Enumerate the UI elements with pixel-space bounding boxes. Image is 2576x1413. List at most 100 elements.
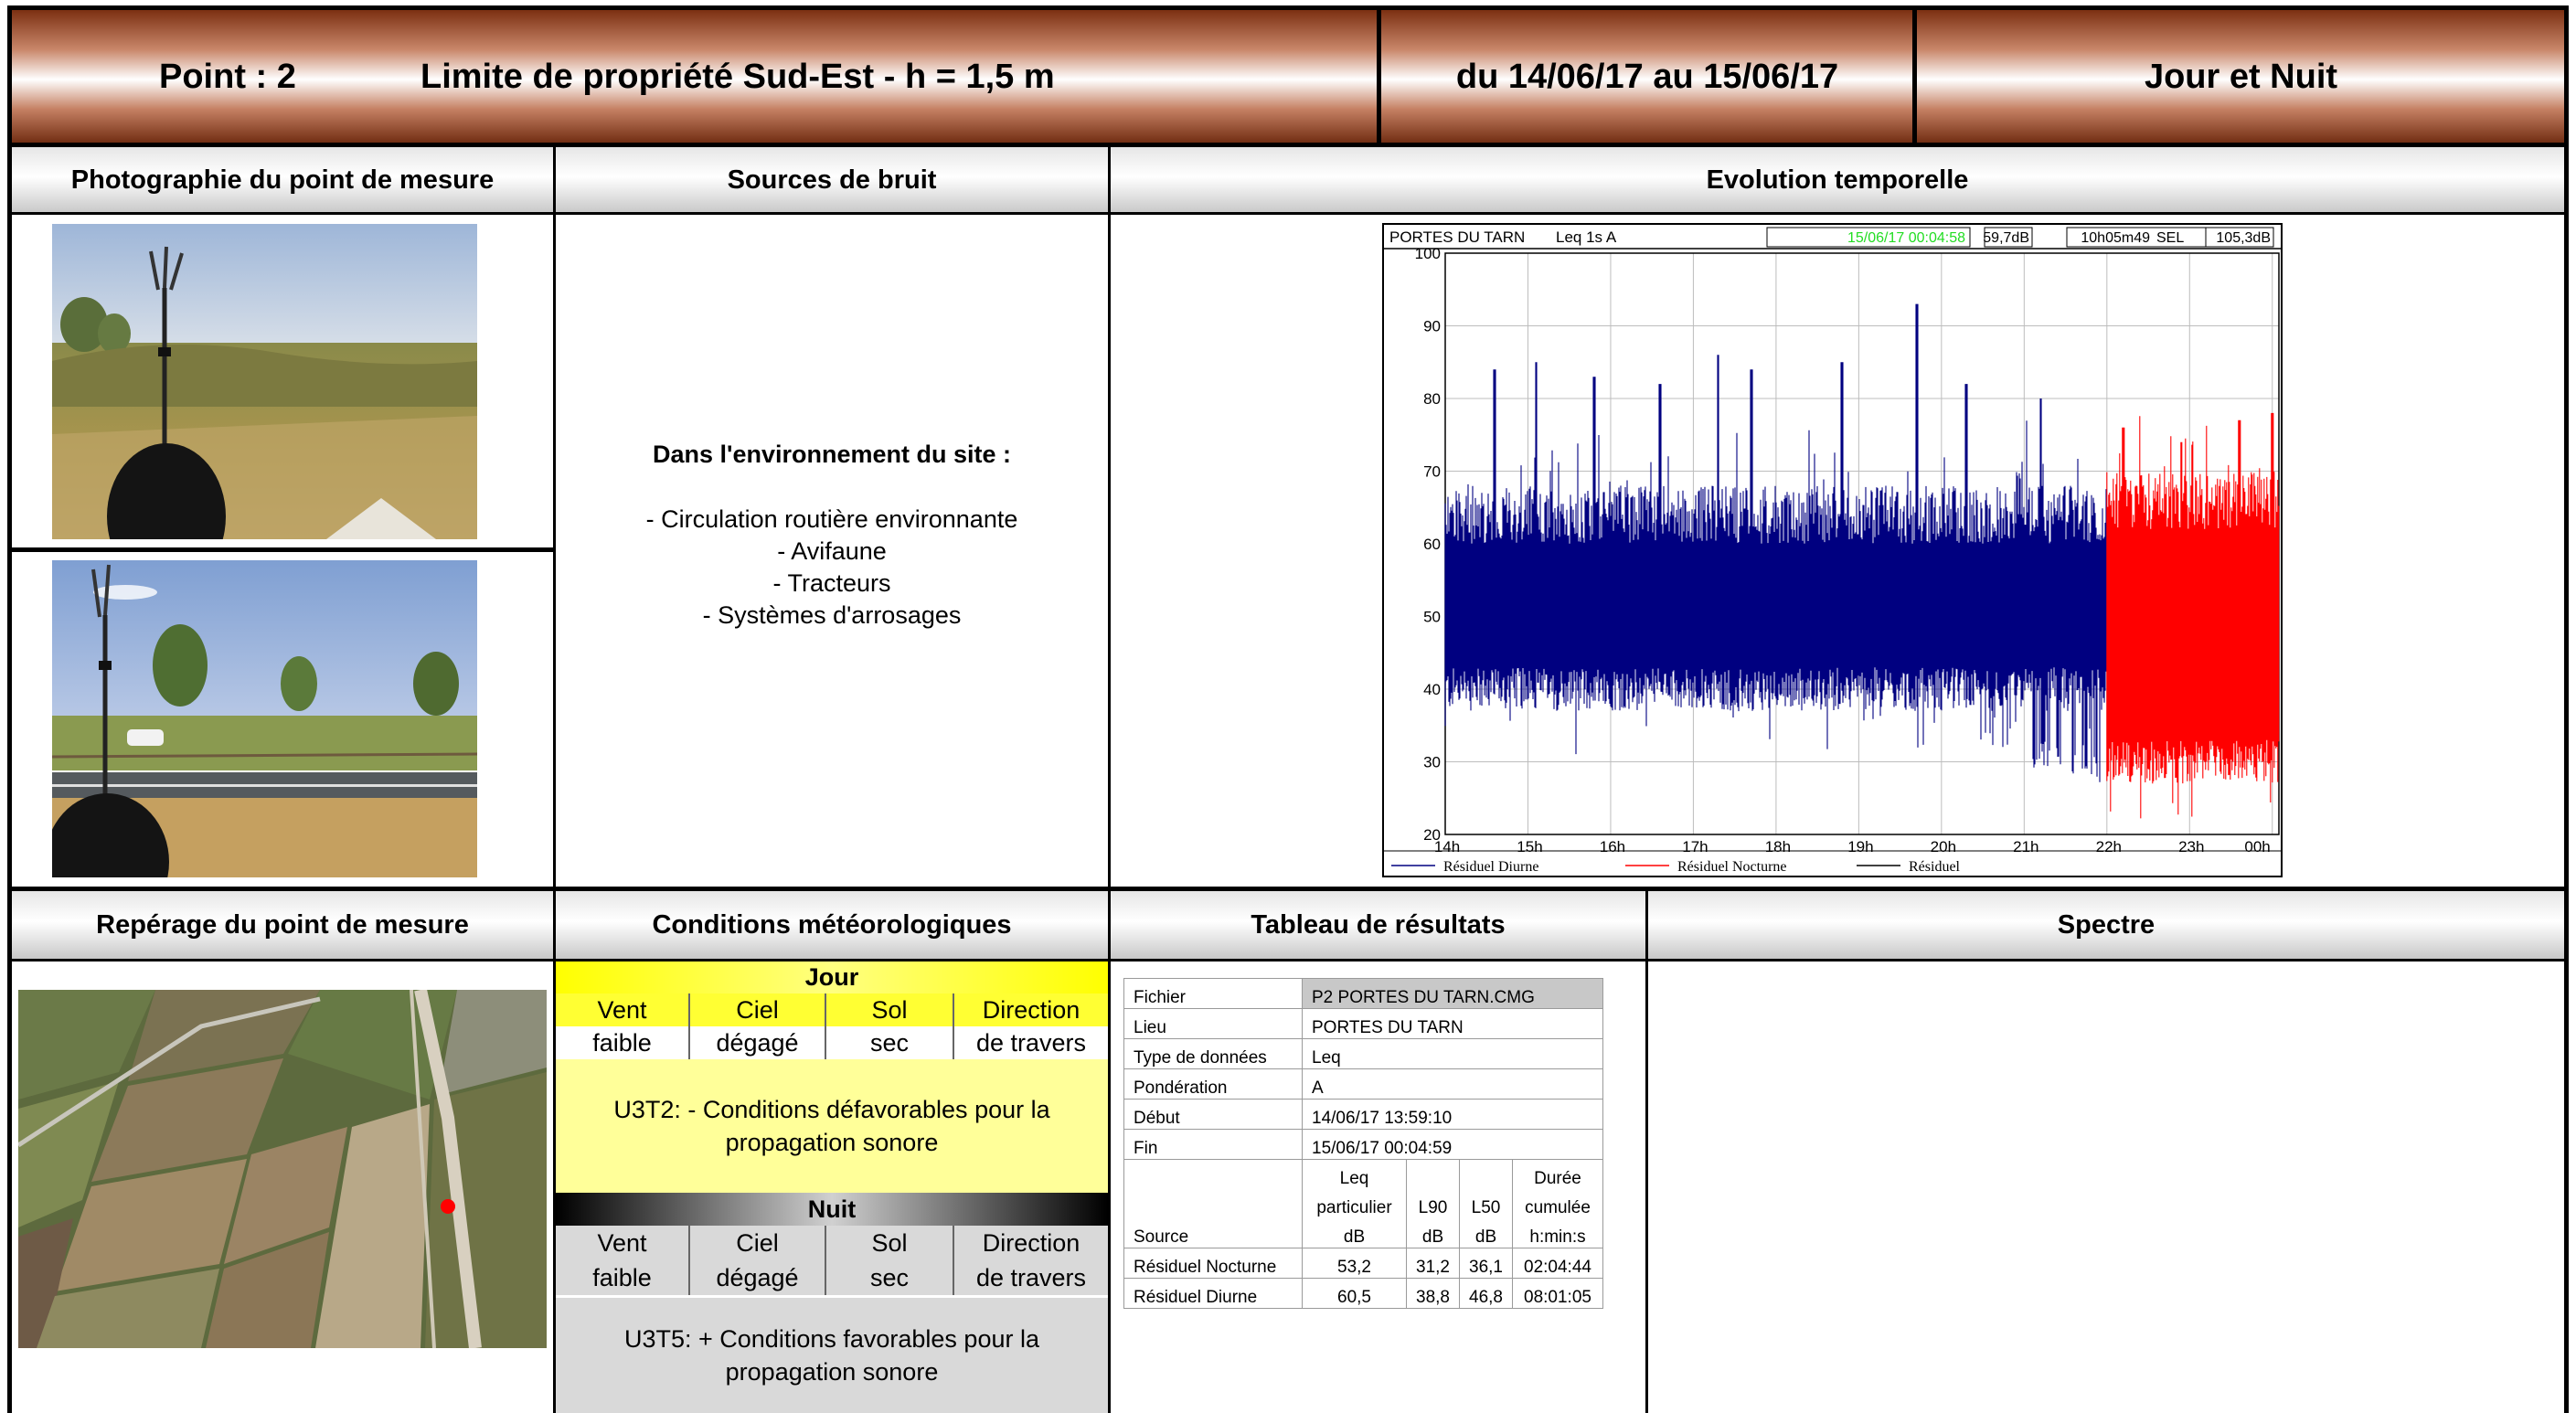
section-location-label: Repérage du point de mesure	[96, 909, 469, 940]
point-label: Point : 2	[159, 57, 296, 96]
results-header-l50-2: dB	[1459, 1218, 1513, 1248]
meteo-day-wind-value: faible	[556, 1026, 690, 1059]
results-file-row: Fichier P2 PORTES DU TARN.CMG	[1123, 978, 1603, 1009]
period-text: du 14/06/17 au 15/06/17	[1455, 57, 1839, 96]
results-header-leq-2: particulier	[1302, 1189, 1407, 1218]
site-photo-1	[52, 224, 477, 539]
site-photo-2	[52, 560, 477, 877]
meteo-day-condition: U3T2: - Conditions défavorables pour la …	[556, 1059, 1108, 1193]
meteo-night-condition: U3T5: + Conditions favorables pour la pr…	[556, 1298, 1108, 1413]
results-header-row-1: Leq Durée	[1123, 1159, 1603, 1189]
meteo-night-header-row: Vent Ciel Sol Direction	[556, 1226, 1108, 1260]
results-header-l50-blank	[1459, 1159, 1513, 1189]
evolution-chart-svg: PORTES DU TARN Leq 1s A 15/06/17 00:04:58 5…	[1382, 223, 2283, 877]
results-header-l90-2: dB	[1406, 1218, 1460, 1248]
series-line-residuel-nocturne	[2106, 412, 2280, 819]
header-divider-1	[1377, 5, 1381, 146]
frame-left	[7, 5, 12, 1413]
y-tick-label: 40	[1423, 681, 1441, 698]
row2-header-bottom-line	[7, 959, 2569, 961]
evolution-chart: PORTES DU TARN Leq 1s A 15/06/17 00:04:58 5…	[1382, 223, 2283, 877]
x-tick-label: 21h	[2013, 838, 2038, 855]
meteo-day-header-row: Vent Ciel Sol Direction	[556, 993, 1108, 1026]
meteo-day-direction-value: de travers	[975, 1028, 1087, 1057]
meteo-day-values-row: faible dégagé sec de travers	[556, 1026, 1108, 1059]
point-location: Limite de propriété Sud-Est - h = 1,5 m	[420, 57, 1055, 96]
section-sources-label: Sources de bruit	[727, 165, 937, 195]
y-tick-label: 60	[1423, 536, 1441, 553]
x-tick-label: 20h	[1931, 838, 1956, 855]
source-item-birds: - Avifaune	[777, 537, 887, 565]
results-header-l50-1: L50	[1459, 1189, 1513, 1218]
frame-top	[7, 5, 2569, 10]
x-tick-label: 17h	[1682, 838, 1708, 855]
meteo-night-condition-text: U3T5: + Conditions favorables pour la pr…	[623, 1324, 1039, 1386]
source-item-sprinklers: - Systèmes d'arrosages	[702, 601, 962, 629]
results-type-label: Type de données	[1123, 1038, 1303, 1069]
x-tick-label: 14h	[1434, 838, 1460, 855]
results-row-duration: 08:01:05	[1512, 1278, 1603, 1309]
results-weight-value: A	[1302, 1068, 1603, 1100]
x-tick-label: 00h	[2244, 838, 2270, 855]
results-place-label: Lieu	[1123, 1008, 1303, 1039]
frame-right	[2564, 5, 2569, 1413]
results-row-l50: 36,1	[1459, 1248, 1513, 1279]
results-row-source: Résiduel Nocturne	[1123, 1248, 1303, 1279]
results-header-leq-3: dB	[1302, 1218, 1407, 1248]
results-end-label: Fin	[1123, 1129, 1303, 1160]
meteo-night-wind-value: faible	[556, 1260, 690, 1295]
site-photo-2-image	[52, 560, 477, 877]
meteo-day-ground-value: sec	[826, 1026, 954, 1059]
series-line-residuel-diurne	[1444, 303, 2107, 782]
meteo-day-label: Jour	[804, 963, 859, 991]
results-header-duration-1: Durée	[1512, 1159, 1603, 1189]
results-header-blank	[1123, 1159, 1303, 1189]
section-results-label: Tableau de résultats	[1251, 909, 1506, 940]
site-photo-1-image	[52, 224, 477, 539]
y-tick-label: 100	[1415, 245, 1441, 262]
results-type-value: Leq	[1302, 1038, 1603, 1069]
source-item-tractors: - Tracteurs	[772, 569, 891, 597]
sel-value: 105,3dB	[2216, 230, 2271, 246]
results-row-duration: 02:04:44	[1512, 1248, 1603, 1279]
results-file-label: Fichier	[1123, 978, 1303, 1009]
header-time-range: Jour et Nuit	[1917, 9, 2565, 144]
y-tick-label: 30	[1423, 754, 1441, 771]
location-map-image	[18, 990, 547, 1348]
y-tick-label: 50	[1423, 609, 1441, 626]
noise-sources: Dans l'environnement du site : - Circula…	[556, 439, 1108, 632]
meteo-day-condition-text: U3T2: - Conditions défavorables pour la …	[613, 1095, 1050, 1156]
meteo-day-wind-header: Vent	[556, 993, 690, 1026]
results-weight-row: Pondération A	[1123, 1068, 1603, 1100]
sources-title: Dans l'environnement du site :	[653, 441, 1011, 468]
meteo-night-direction-value: de travers	[975, 1263, 1087, 1291]
section-results-title: Tableau de résultats	[1111, 891, 1645, 959]
meteo-night-direction-header: Direction	[982, 1228, 1080, 1257]
chart-indicator: Leq 1s A	[1556, 228, 1617, 246]
col-divider-1	[553, 146, 556, 1413]
x-tick-label: 19h	[1847, 838, 1873, 855]
legend-label-residuel: Résiduel	[1909, 859, 1961, 875]
y-tick-label: 90	[1423, 318, 1441, 335]
x-tick-label: 15h	[1517, 838, 1542, 855]
meteo-night-values-row: faible dégagé sec de travers	[556, 1260, 1108, 1295]
col-divider-3	[1645, 889, 1648, 1413]
results-start-row: Début 14/06/17 13:59:10	[1123, 1099, 1603, 1130]
cursor-level: 59,7dB	[1983, 230, 2029, 246]
results-file-value: P2 PORTES DU TARN.CMG	[1302, 978, 1603, 1009]
results-row-l90: 38,8	[1406, 1278, 1460, 1309]
results-header-row-3: Source dB dB dB h:min:s	[1123, 1218, 1603, 1248]
header-divider-2	[1912, 5, 1917, 146]
header-period: du 14/06/17 au 15/06/17	[1381, 9, 1913, 144]
results-row-leq: 60,5	[1302, 1278, 1407, 1309]
table-row: Résiduel Nocturne 53,2 31,2 36,1 02:04:4…	[1123, 1248, 1603, 1279]
time-range-text: Jour et Nuit	[2144, 57, 2338, 96]
meteo-day-title: Jour	[556, 961, 1108, 993]
results-header-duration-3: h:min:s	[1512, 1218, 1603, 1248]
meteo-night-ground-header: Sol	[826, 1226, 954, 1260]
meteo-night-separator	[556, 1295, 1108, 1298]
section-meteo-label: Conditions météorologiques	[652, 909, 1012, 940]
meteo-day-sky-value: dégagé	[690, 1026, 826, 1059]
x-tick-label: 18h	[1765, 838, 1791, 855]
